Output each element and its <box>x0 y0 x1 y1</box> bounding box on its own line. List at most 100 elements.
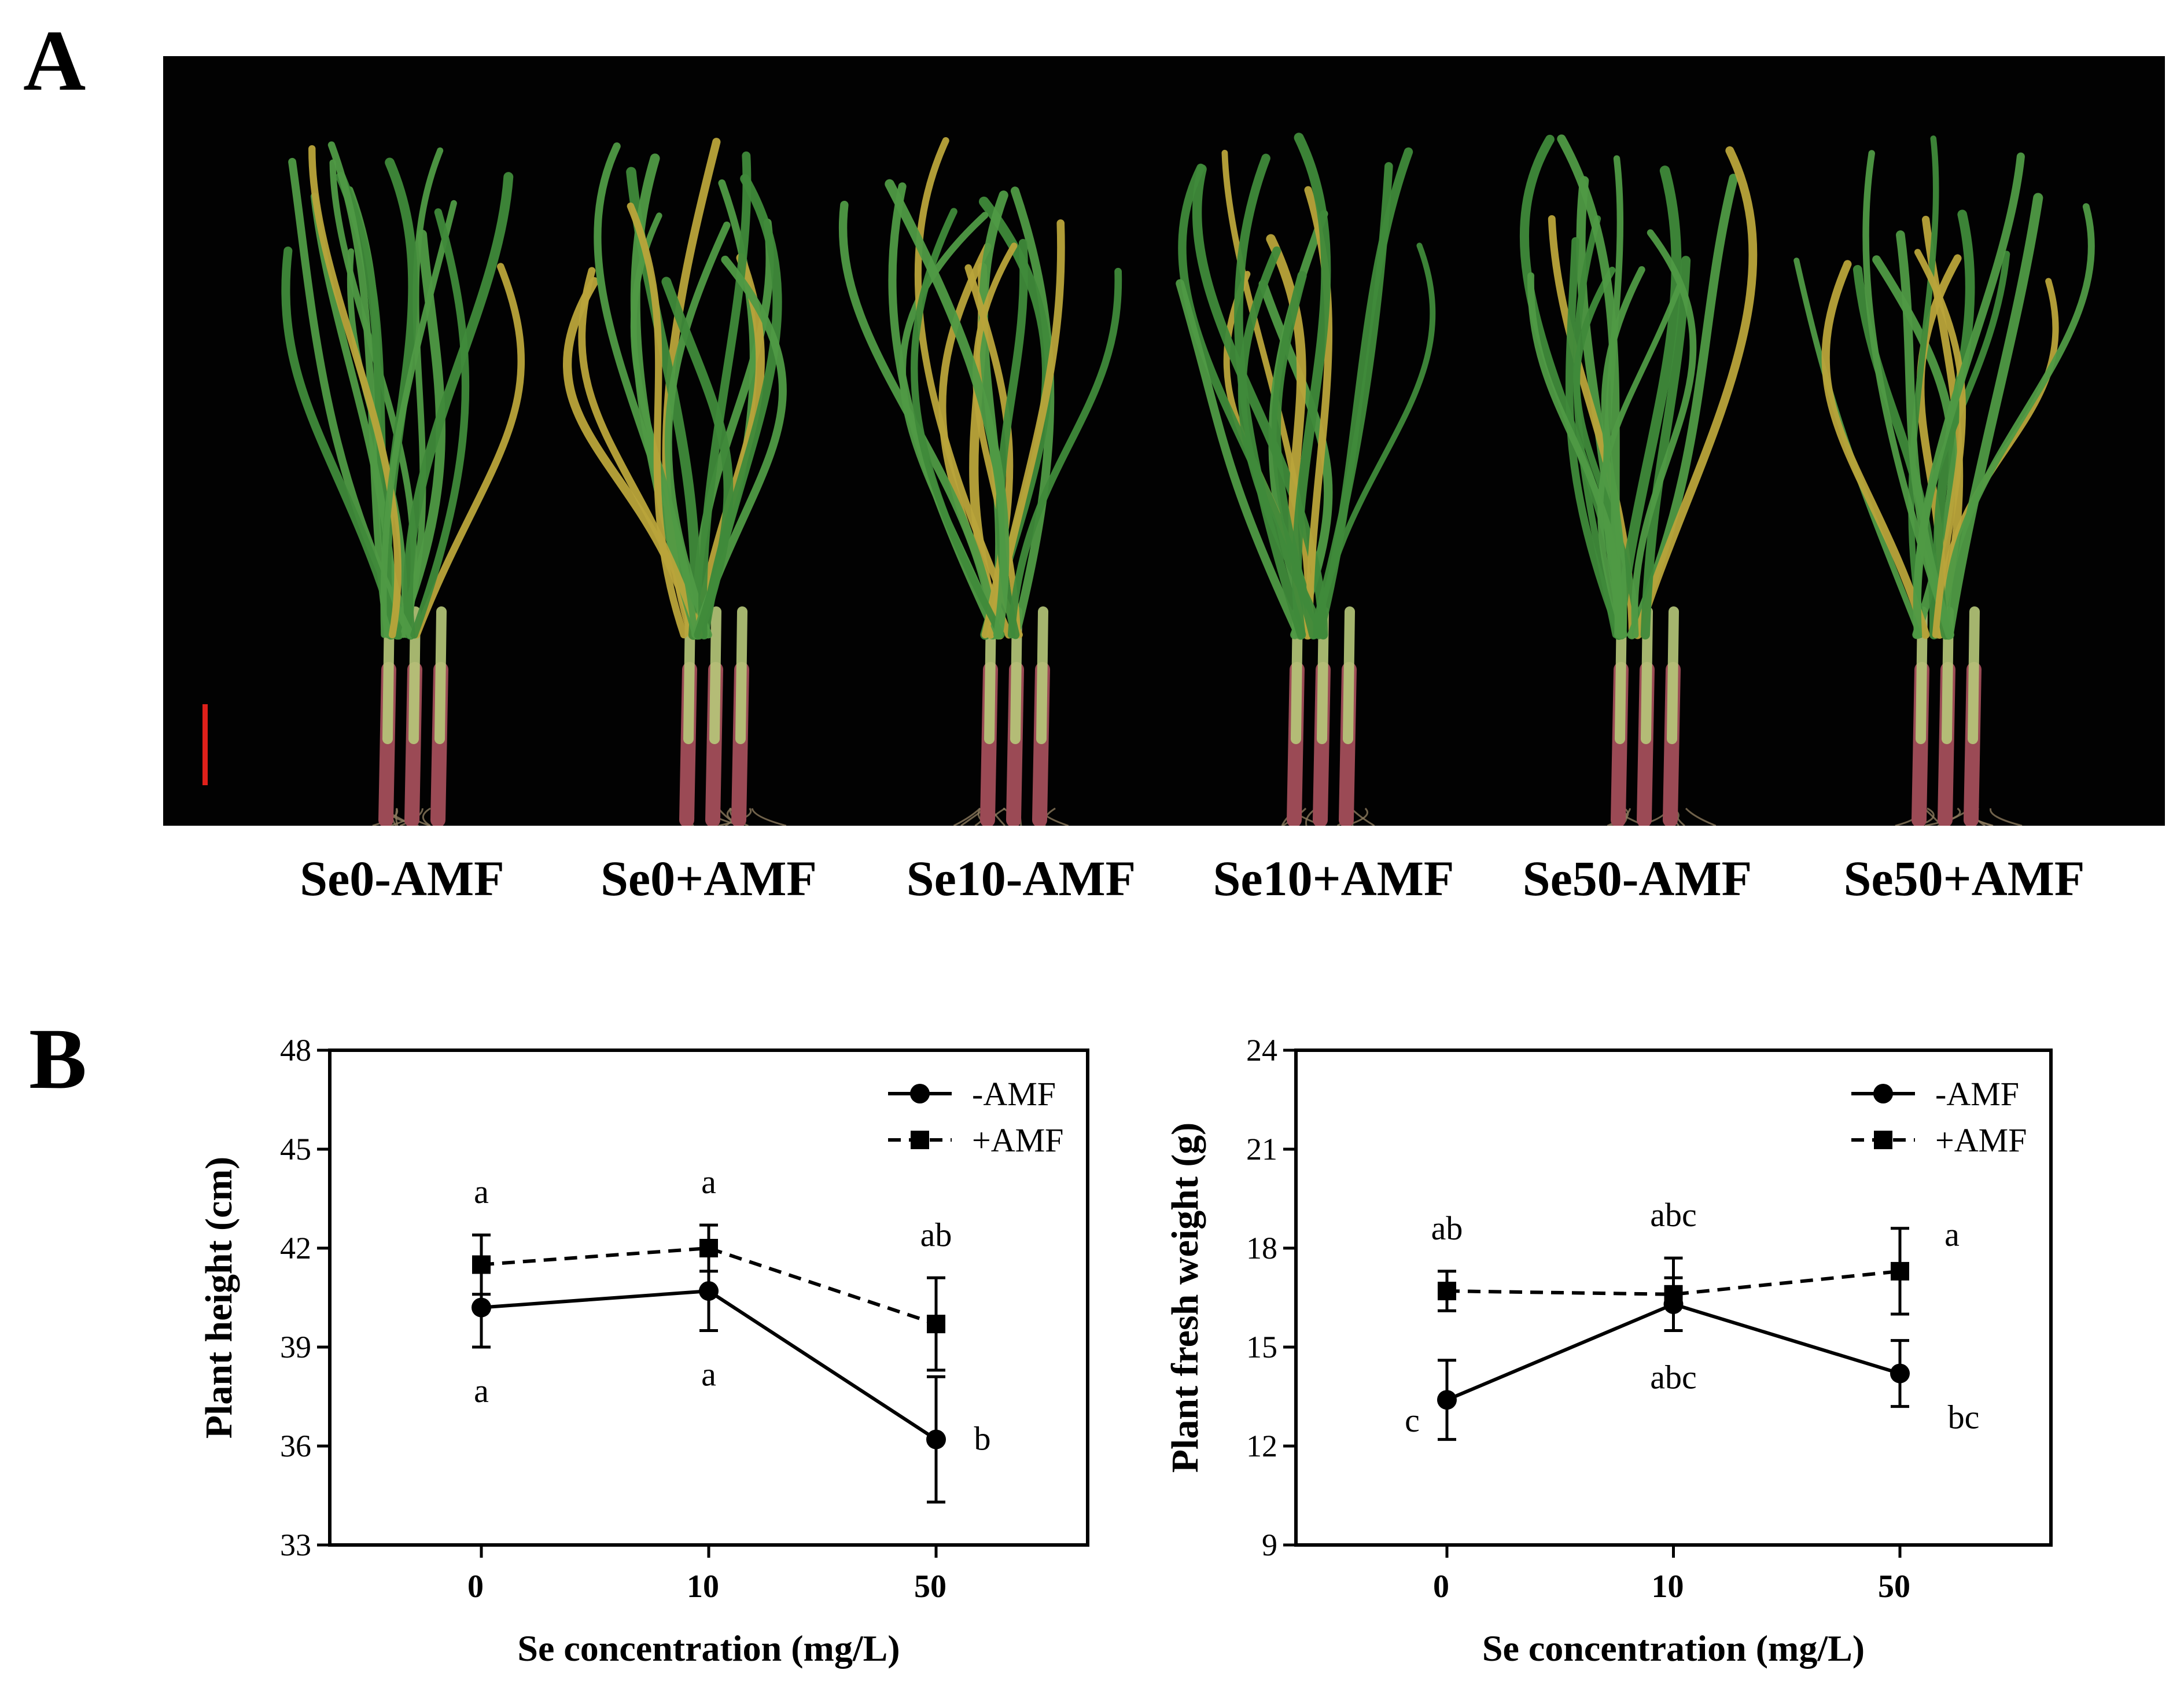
leaf <box>1314 147 1413 639</box>
y-axis-label: Plant fresh weight (g) <box>1164 1123 1206 1473</box>
y-tick-label: 39 <box>280 1330 311 1364</box>
y-tick-label: 33 <box>280 1528 311 1562</box>
leaf <box>1572 215 1619 638</box>
x-tick-label: 0 <box>1433 1569 1449 1605</box>
legend-label: +AMF <box>972 1121 1063 1159</box>
treatment-label-se50-plus-amf: Se50+AMF <box>1843 851 2085 906</box>
x-tick-label: 50 <box>1878 1569 1910 1605</box>
onion-seedlings-photo <box>163 56 2165 826</box>
legend-label: -AMF <box>972 1075 1056 1113</box>
leaf <box>1557 134 1625 639</box>
stem-upper <box>709 606 721 744</box>
panel-label-a: A <box>23 13 86 109</box>
leaf <box>281 247 402 639</box>
leaf <box>403 172 514 640</box>
data-point-circle <box>1890 1363 1910 1384</box>
leaf <box>1640 256 1691 640</box>
y-tick-label: 48 <box>280 1033 311 1068</box>
treatment-label-se0-minus-amf: Se0-AMF <box>300 851 504 906</box>
leaf <box>1234 153 1306 639</box>
leaf <box>627 202 688 639</box>
stem-upper <box>735 606 747 744</box>
leaf <box>1896 230 1954 639</box>
root <box>953 807 981 826</box>
stem-upper <box>434 606 447 744</box>
leaf <box>413 263 525 639</box>
plant-cluster-5 <box>1793 135 2095 826</box>
significance-letter: a <box>474 1372 489 1410</box>
leaf <box>1913 152 2025 639</box>
data-point-square <box>927 1315 945 1334</box>
leaf <box>1943 193 2043 640</box>
leaf <box>1914 249 1966 638</box>
legend-marker-square <box>911 1131 929 1149</box>
x-axis-label: Se concentration (mg/L) <box>517 1628 900 1669</box>
legend-marker-circle <box>910 1084 930 1103</box>
significance-letter: abc <box>1650 1359 1697 1396</box>
significance-letter: b <box>974 1420 991 1458</box>
y-tick-label: 18 <box>1246 1231 1277 1265</box>
leaf <box>1633 146 1758 639</box>
data-point-square <box>699 1239 718 1257</box>
leaf <box>1176 279 1303 639</box>
data-point-square <box>1891 1261 1909 1281</box>
stem-upper <box>1667 606 1679 744</box>
treatment-label-se50-minus-amf: Se50-AMF <box>1522 851 1752 906</box>
root <box>1990 808 2023 826</box>
leaf <box>661 277 734 640</box>
significance-letter: a <box>1944 1216 1960 1253</box>
root <box>1685 807 1717 826</box>
y-tick-label: 45 <box>280 1132 311 1167</box>
plant-cluster-0 <box>281 141 525 826</box>
x-axis-label: Se concentration (mg/L) <box>1482 1628 1865 1669</box>
stem-upper <box>1036 606 1048 744</box>
data-point-square <box>472 1255 491 1274</box>
leaf <box>1007 267 1122 639</box>
leaf <box>1221 149 1312 638</box>
leaf <box>914 137 1023 639</box>
significance-letter: a <box>701 1163 716 1201</box>
data-point-circle <box>472 1297 491 1318</box>
root <box>751 808 787 826</box>
leaf <box>410 208 470 639</box>
leaf <box>1908 135 1939 638</box>
leaf <box>1614 165 1682 640</box>
significance-letter: abc <box>1650 1196 1697 1234</box>
root <box>422 807 431 826</box>
stem-upper <box>1968 606 1980 744</box>
legend-label: -AMF <box>1935 1075 2019 1113</box>
leaf <box>1601 266 1645 639</box>
significance-letter: ab <box>920 1216 952 1253</box>
legend-marker-square <box>1874 1131 1892 1149</box>
plant-cluster-4 <box>1519 134 1758 826</box>
data-point-circle <box>1437 1390 1457 1410</box>
scale-bar <box>202 704 208 785</box>
leaf <box>885 179 1010 640</box>
y-tick-label: 12 <box>1246 1429 1277 1463</box>
leaf <box>380 200 457 638</box>
data-point-circle <box>926 1429 946 1449</box>
x-tick-label: 10 <box>1652 1569 1684 1605</box>
chart-plant-height: 33 36 39 42 45 48 0 10 50 Se concentration (mg/L)… <box>198 1033 1089 1669</box>
treatment-label-se0-plus-amf: Se0+AMF <box>601 851 817 906</box>
y-tick-label: 15 <box>1246 1330 1277 1364</box>
data-point-circle <box>699 1281 719 1301</box>
leaf <box>973 242 1021 638</box>
x-tick-label: 50 <box>914 1569 946 1605</box>
y-tick-label: 21 <box>1246 1132 1277 1167</box>
y-tick-label: 9 <box>1262 1528 1277 1562</box>
significance-letter: bc <box>1948 1399 1980 1436</box>
x-tick-label: 10 <box>687 1569 719 1605</box>
data-point-square <box>1438 1282 1456 1301</box>
chart-plant-fresh-weight: 9 12 15 18 21 24 0 10 50 Se concentration (mg/L) P… <box>1164 1033 2053 1669</box>
plant-cluster-3 <box>1176 133 1436 826</box>
y-axis-label: Plant height (cm) <box>198 1157 240 1439</box>
significance-letter: ab <box>1431 1209 1463 1247</box>
leaf <box>630 212 698 638</box>
leaf <box>1943 203 2095 638</box>
legend-label: +AMF <box>1935 1121 2027 1159</box>
leaf <box>400 147 444 638</box>
series-line-plus-amf <box>1446 1269 1901 1296</box>
significance-letter: a <box>701 1356 716 1393</box>
significance-letter: a <box>474 1173 489 1211</box>
